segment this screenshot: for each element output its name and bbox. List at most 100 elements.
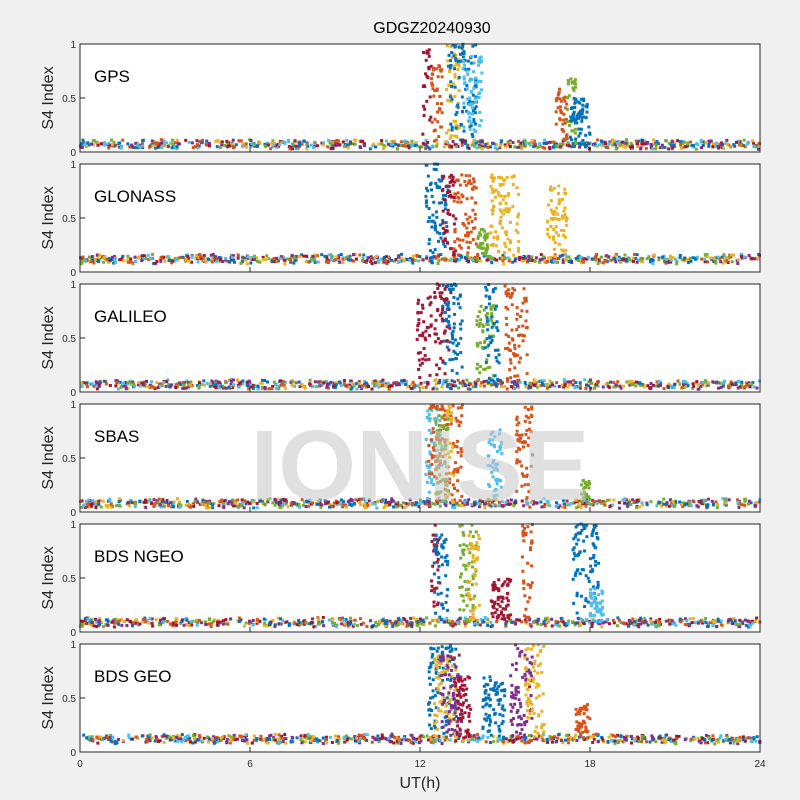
data-point xyxy=(645,501,649,505)
data-point xyxy=(184,259,188,263)
data-point xyxy=(657,256,661,260)
data-point xyxy=(641,619,645,623)
data-point xyxy=(273,624,277,628)
data-point xyxy=(452,252,456,256)
data-point xyxy=(613,254,617,258)
data-point xyxy=(752,143,756,147)
data-point xyxy=(500,500,504,504)
data-point xyxy=(102,260,106,264)
data-point xyxy=(526,258,530,262)
data-point xyxy=(231,498,235,502)
data-point xyxy=(142,256,146,260)
data-point xyxy=(550,617,554,621)
data-point xyxy=(225,259,229,263)
data-point xyxy=(446,427,450,431)
data-point xyxy=(532,500,536,504)
data-point xyxy=(470,502,474,506)
data-point xyxy=(432,404,436,408)
data-point xyxy=(255,506,259,510)
data-point xyxy=(598,143,602,147)
data-point xyxy=(239,139,243,143)
data-point xyxy=(470,219,474,223)
data-point xyxy=(447,307,451,311)
data-point xyxy=(505,294,509,298)
data-point xyxy=(723,498,727,502)
data-point xyxy=(249,261,253,265)
data-point xyxy=(166,502,170,506)
data-point xyxy=(211,503,215,507)
data-point xyxy=(528,617,532,621)
data-point xyxy=(528,256,532,260)
data-point xyxy=(505,175,509,179)
data-point xyxy=(581,107,585,111)
data-point xyxy=(587,495,591,499)
data-point xyxy=(564,255,568,259)
data-point xyxy=(408,257,412,261)
data-point xyxy=(562,209,566,213)
data-point xyxy=(531,258,535,262)
data-point xyxy=(418,351,422,355)
data-point xyxy=(702,620,706,624)
data-point xyxy=(499,194,503,198)
data-point xyxy=(561,216,565,220)
data-point xyxy=(430,81,434,85)
data-point xyxy=(445,479,449,483)
data-point xyxy=(454,126,458,130)
data-point xyxy=(489,432,493,436)
data-point xyxy=(330,505,334,509)
plot-area xyxy=(80,44,760,152)
data-point xyxy=(425,480,429,484)
data-point xyxy=(704,384,708,388)
data-point xyxy=(331,617,335,621)
data-point xyxy=(187,259,191,263)
data-point xyxy=(445,191,449,195)
data-point xyxy=(392,505,396,509)
data-point xyxy=(552,256,556,260)
data-point xyxy=(486,245,490,249)
data-point xyxy=(162,504,166,508)
data-point xyxy=(262,502,266,506)
data-point xyxy=(545,383,549,387)
data-point xyxy=(514,500,518,504)
data-point xyxy=(147,499,151,503)
data-point xyxy=(731,253,735,257)
data-point xyxy=(450,178,454,182)
data-point xyxy=(229,379,233,383)
data-point xyxy=(485,235,489,239)
data-point xyxy=(435,416,439,420)
data-point xyxy=(231,254,235,258)
data-point xyxy=(443,193,447,197)
data-point xyxy=(136,143,140,147)
data-point xyxy=(452,247,456,251)
data-point xyxy=(752,145,756,149)
data-point xyxy=(511,260,515,264)
data-point xyxy=(743,145,747,149)
data-point xyxy=(479,384,483,388)
data-point xyxy=(516,231,520,235)
data-point xyxy=(239,503,243,507)
data-point xyxy=(240,501,244,505)
data-point xyxy=(623,253,627,257)
data-point xyxy=(322,141,326,145)
data-point xyxy=(511,338,515,342)
data-point xyxy=(569,260,573,264)
data-point xyxy=(487,440,491,444)
data-point xyxy=(565,385,569,389)
data-point xyxy=(449,501,453,505)
data-point xyxy=(258,619,262,623)
data-point xyxy=(93,257,97,261)
data-point xyxy=(274,501,278,505)
data-point xyxy=(447,314,451,318)
data-point xyxy=(357,381,361,385)
data-point xyxy=(520,147,524,151)
data-point xyxy=(421,50,425,54)
data-point xyxy=(479,304,483,308)
data-point xyxy=(197,256,201,260)
data-point xyxy=(325,382,329,386)
data-point xyxy=(499,215,503,219)
data-point xyxy=(417,259,421,263)
data-point xyxy=(272,143,276,147)
data-point xyxy=(648,386,652,390)
data-point xyxy=(595,252,599,256)
data-point xyxy=(352,253,356,257)
